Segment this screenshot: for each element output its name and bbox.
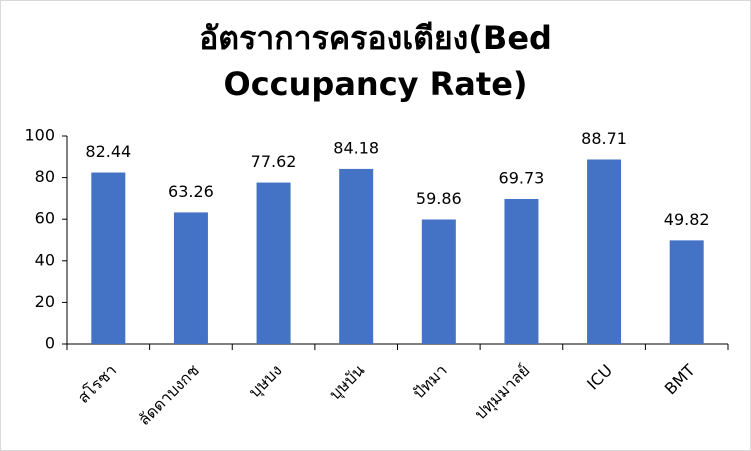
y-tick-label: 40 <box>35 250 55 269</box>
chart-title: อัตราการครองเตียง(Bed Occupancy Rate) <box>199 19 552 103</box>
data-label: 69.73 <box>499 168 545 187</box>
data-label: 59.86 <box>416 189 462 208</box>
x-tick-label: ปัทมา <box>409 361 451 403</box>
y-tick-label: 60 <box>35 209 55 228</box>
data-label: 49.82 <box>664 210 710 229</box>
x-tick-label: BMT <box>661 360 699 398</box>
y-tick-label: 0 <box>45 334 55 353</box>
bar <box>421 219 456 344</box>
bar <box>504 198 539 344</box>
bar <box>91 172 126 344</box>
y-tick-label: 80 <box>35 167 55 186</box>
x-tick-label: บุษบง <box>245 361 286 402</box>
x-tick-label: สโรชา <box>74 361 121 408</box>
bar <box>669 240 704 344</box>
title-box: อัตราการครองเตียง(Bed Occupancy Rate) <box>1 15 750 107</box>
data-label: 88.71 <box>581 129 627 148</box>
x-tick-label: ลัดดาบงกช <box>134 360 203 429</box>
data-label: 77.62 <box>251 152 297 171</box>
bar <box>587 159 622 344</box>
data-label: 84.18 <box>333 138 379 157</box>
data-label: 63.26 <box>168 182 214 201</box>
y-tick-label: 20 <box>35 292 55 311</box>
x-tick-label: ICU <box>583 361 616 394</box>
x-tick-label: บุษบัน <box>325 361 369 405</box>
bar <box>339 168 374 344</box>
bar <box>256 182 291 344</box>
x-tick-label: ปทุมมาลย์ <box>471 361 535 425</box>
data-label: 82.44 <box>85 142 131 161</box>
y-tick-label: 100 <box>24 126 55 145</box>
bar <box>173 212 208 344</box>
